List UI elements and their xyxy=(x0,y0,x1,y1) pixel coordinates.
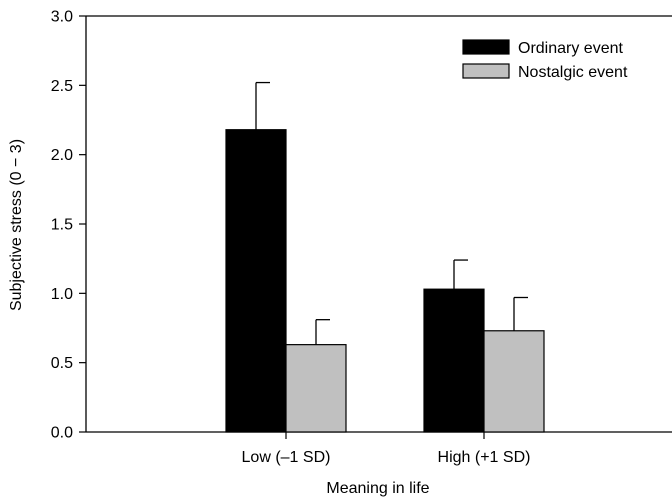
y-tick-label: 2.0 xyxy=(51,147,73,164)
legend-label: Ordinary event xyxy=(518,40,623,57)
y-tick-label: 2.5 xyxy=(51,78,73,95)
y-tick-label: 1.5 xyxy=(51,217,73,234)
legend-label: Nostalgic event xyxy=(518,64,628,81)
bars-group xyxy=(225,129,545,433)
y-tick-label: 0.5 xyxy=(51,355,73,372)
bar-ordinary-high xyxy=(423,288,485,433)
axes: 0.0 0.5 1.0 1.5 2.0 2.5 3.0 Low (–1 SD) High (+1… xyxy=(51,9,672,466)
legend-swatch xyxy=(462,39,510,55)
legend: Ordinary event Nostalgic event xyxy=(462,39,628,81)
bar-nostalgic-high xyxy=(483,330,545,433)
x-tick-label: High (+1 SD) xyxy=(438,449,531,466)
bar-ordinary-low xyxy=(225,129,287,433)
x-axis-label: Meaning in life xyxy=(326,480,429,497)
x-tick-label: Low (–1 SD) xyxy=(242,449,331,466)
y-tick-label: 3.0 xyxy=(51,9,73,26)
legend-swatch xyxy=(462,63,510,79)
y-tick-label: 0.0 xyxy=(51,425,73,442)
bar-nostalgic-low xyxy=(285,344,347,433)
error-bars-group xyxy=(255,81,528,345)
y-axis-label: Subjective stress (0 − 3) xyxy=(8,139,25,311)
y-tick-label: 1.0 xyxy=(51,286,73,303)
